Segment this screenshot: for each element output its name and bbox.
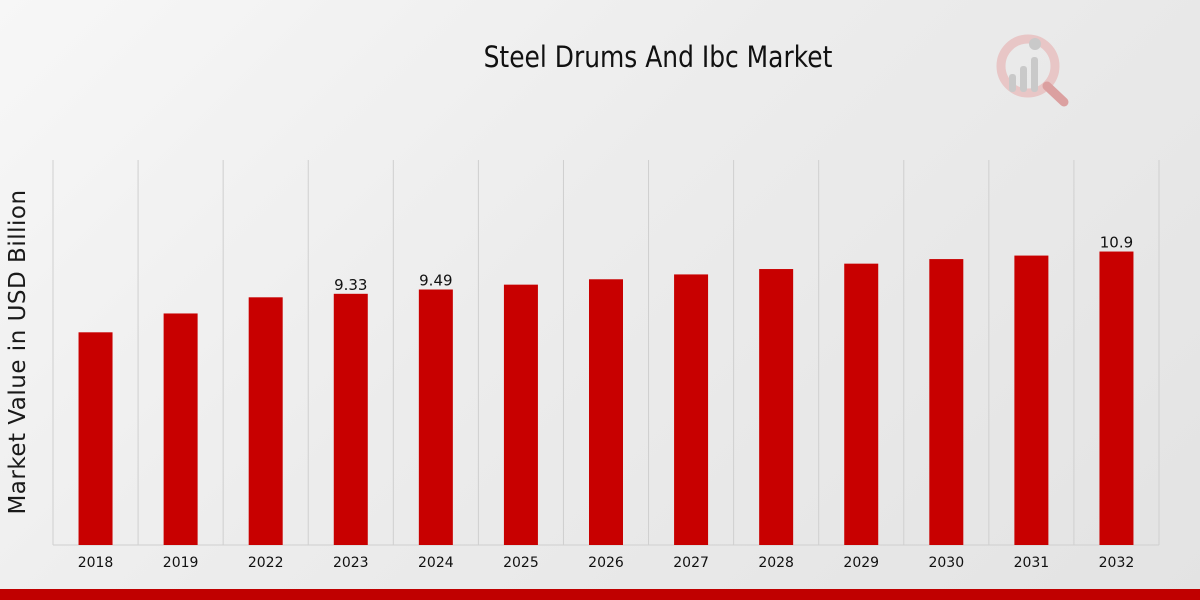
bottom-accent-bar xyxy=(0,589,1200,600)
x-tick-label: 2030 xyxy=(928,555,964,571)
bar-2029 xyxy=(844,263,879,545)
x-tick-label: 2032 xyxy=(1099,555,1135,571)
bar-2026 xyxy=(589,279,623,545)
x-tick-label: 2023 xyxy=(333,555,369,571)
bar-2024 xyxy=(418,289,453,545)
x-tick-label: 2024 xyxy=(418,555,454,571)
x-tick-label: 2025 xyxy=(503,555,539,571)
magnifier-bar-chart-icon xyxy=(996,34,1069,107)
x-tick-label: 2031 xyxy=(1014,555,1050,571)
bar-2019 xyxy=(163,313,198,545)
bar-2028 xyxy=(759,269,794,545)
bar-2018 xyxy=(78,332,113,545)
x-tick-label: 2019 xyxy=(163,555,199,571)
bar-2025 xyxy=(503,284,538,545)
x-tick-label: 2022 xyxy=(248,555,284,571)
x-tick-label: 2018 xyxy=(78,555,114,571)
bar-2022 xyxy=(248,297,283,545)
bar-2027 xyxy=(674,274,709,545)
x-tick-label: 2029 xyxy=(843,555,879,571)
bar-2030 xyxy=(929,259,964,545)
bars xyxy=(78,251,1134,546)
bar-2031 xyxy=(1014,255,1049,546)
chart-title: Steel Drums And Ibc Market xyxy=(483,40,833,74)
data-label: 10.9 xyxy=(1100,234,1133,252)
x-tick-label: 2026 xyxy=(588,555,624,571)
bar-2032 xyxy=(1099,251,1134,546)
x-tick-label: 2028 xyxy=(758,555,794,571)
data-label: 9.49 xyxy=(419,272,452,290)
x-tick-labels: 2018 2019 2022 2023 2024 2025 2026 2027 2028 2029… xyxy=(78,555,1135,571)
bar-2023 xyxy=(333,293,368,545)
data-labels: 9.33 9.49 10.9 xyxy=(334,234,1133,294)
data-label: 9.33 xyxy=(334,276,367,294)
x-tick-label: 2027 xyxy=(673,555,709,571)
